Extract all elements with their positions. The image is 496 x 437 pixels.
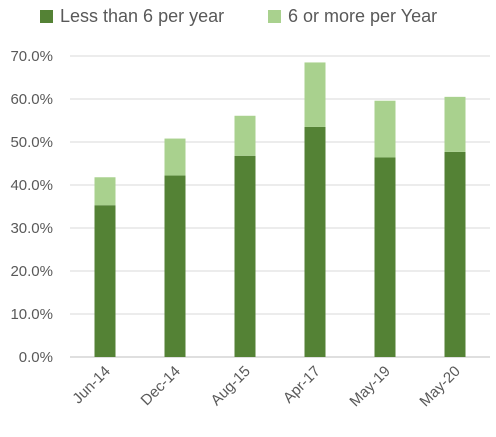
- y-tick-label: 10.0%: [10, 306, 53, 323]
- legend-swatch-6-or-more: [268, 10, 281, 23]
- bar-segment-less-than-6: [444, 151, 466, 357]
- bar-segment-6-or-more: [234, 115, 256, 156]
- x-tick-label: Aug-15: [208, 363, 254, 409]
- x-tick-label: Dec-14: [138, 363, 184, 409]
- y-axis-tick-labels: 0.0% 10.0% 20.0% 30.0% 40.0% 50.0% 60.0% 70.0%: [10, 48, 53, 366]
- gridlines: [70, 55, 490, 358]
- legend-label-6-or-more: 6 or more per Year: [288, 6, 438, 26]
- y-tick-label: 20.0%: [10, 263, 53, 280]
- bar-segment-6-or-more: [164, 138, 186, 176]
- chart-legend: Less than 6 per year 6 or more per Year: [0, 6, 496, 30]
- bar-segment-6-or-more: [94, 177, 116, 206]
- bar-segment-6-or-more: [374, 100, 396, 158]
- y-tick-label: 60.0%: [10, 91, 53, 108]
- y-tick-label: 50.0%: [10, 134, 53, 151]
- bar-segment-less-than-6: [304, 126, 326, 357]
- bar-segment-less-than-6: [94, 205, 116, 357]
- bar-segment-less-than-6: [164, 175, 186, 357]
- x-tick-label: Apr-17: [280, 363, 324, 407]
- bar-segment-6-or-more: [444, 96, 466, 152]
- bar-segment-6-or-more: [304, 62, 326, 127]
- legend-item-6-or-more: 6 or more per Year: [268, 6, 437, 27]
- x-tick-label: May-19: [346, 363, 393, 410]
- bars: [94, 62, 466, 357]
- legend-swatch-less-than-6: [40, 10, 53, 23]
- y-tick-label: 70.0%: [10, 48, 53, 65]
- bar-segment-less-than-6: [374, 157, 396, 357]
- x-tick-label: Jun-14: [69, 363, 113, 407]
- x-tick-label: May-20: [416, 363, 463, 410]
- bar-segment-less-than-6: [234, 155, 256, 357]
- y-tick-label: 30.0%: [10, 220, 53, 237]
- y-tick-label: 40.0%: [10, 177, 53, 194]
- y-tick-label: 0.0%: [19, 349, 53, 366]
- x-axis-tick-labels: Jun-14 Dec-14 Aug-15 Apr-17 May-19 May-20: [69, 363, 463, 410]
- legend-label-less-than-6: Less than 6 per year: [60, 6, 225, 26]
- legend-item-less-than-6: Less than 6 per year: [40, 6, 224, 27]
